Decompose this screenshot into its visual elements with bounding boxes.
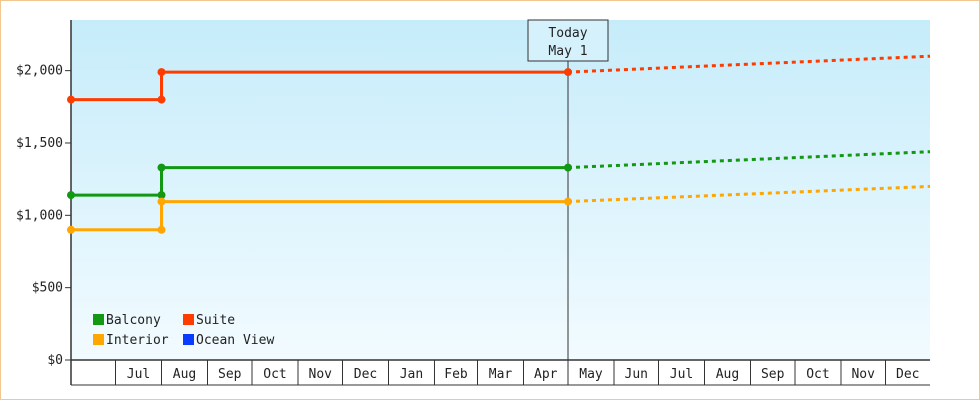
legend-label-ocean-view: Ocean View xyxy=(196,333,274,348)
x-tick-label: Nov xyxy=(851,367,875,382)
x-tick-label: Aug xyxy=(716,367,739,382)
y-tick-label: $1,500 xyxy=(16,136,63,151)
series-line-suite xyxy=(71,70,568,102)
x-tick-label: Apr xyxy=(534,367,558,382)
today-date-label: May 1 xyxy=(548,44,587,59)
legend-label-balcony: Balcony xyxy=(106,313,161,328)
data-point-balcony xyxy=(157,191,166,200)
data-point-suite xyxy=(157,95,166,104)
today-box xyxy=(527,19,609,62)
x-tick-label: May xyxy=(579,367,603,382)
series-line-interior xyxy=(71,200,568,232)
x-tick-label: Jan xyxy=(400,367,423,382)
x-tick-label: Jul xyxy=(127,367,150,382)
data-point-interior xyxy=(157,197,166,206)
x-tick-label: Dec xyxy=(896,367,919,382)
y-tick-label: $1,000 xyxy=(16,208,63,223)
data-point-balcony xyxy=(67,191,75,200)
data-point-interior xyxy=(157,225,166,234)
legend-label-suite: Suite xyxy=(196,313,235,328)
series-layer xyxy=(67,54,931,234)
legend-swatch-balcony xyxy=(93,314,104,325)
series-line-balcony xyxy=(71,166,568,197)
x-tick-label: Oct xyxy=(263,367,286,382)
data-point-suite xyxy=(157,68,166,77)
today-marker: Today May 1 xyxy=(527,19,609,385)
y-tick-label: $2,000 xyxy=(16,64,63,79)
x-tick-label: Aug xyxy=(173,367,196,382)
y-axis: $0 $500 $1,000 $1,500 $2,000 xyxy=(16,20,72,385)
legend-swatch-ocean-view xyxy=(183,334,194,345)
x-tick-label: Jul xyxy=(670,367,693,382)
x-tick-label: Oct xyxy=(806,367,829,382)
x-tick-label: Jun xyxy=(625,367,648,382)
legend: Balcony Suite Interior Ocean View xyxy=(93,313,274,348)
x-tick-label: Nov xyxy=(309,367,333,382)
data-point-balcony xyxy=(157,163,166,172)
x-axis: Jul Aug Sep Oct Nov Dec Jan Feb Mar Apr May Jun Jul A… xyxy=(71,359,930,386)
x-tick-label: Sep xyxy=(761,367,785,382)
y-tick-label: $500 xyxy=(32,281,63,296)
today-label: Today xyxy=(548,26,587,41)
x-tick-label: Sep xyxy=(218,367,242,382)
plot-background xyxy=(71,20,930,360)
data-point-interior xyxy=(67,225,75,234)
legend-label-interior: Interior xyxy=(106,333,169,348)
legend-swatch-suite xyxy=(183,314,194,325)
x-tick-label: Mar xyxy=(489,367,513,382)
x-tick-label: Feb xyxy=(444,367,468,382)
x-tick-label: Dec xyxy=(354,367,377,382)
data-point-suite xyxy=(67,95,75,104)
y-tick-label: $0 xyxy=(47,353,63,368)
legend-swatch-interior xyxy=(93,334,104,345)
